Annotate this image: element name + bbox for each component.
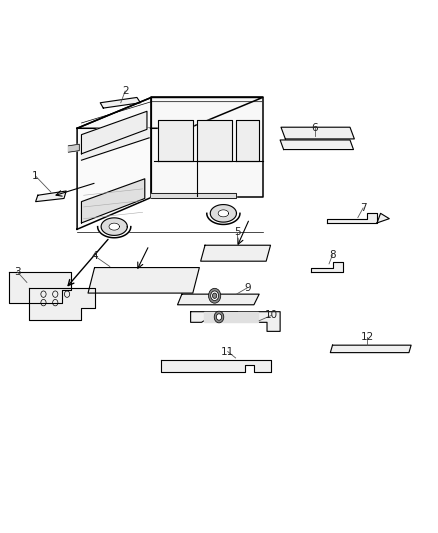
Polygon shape (29, 288, 95, 320)
Polygon shape (207, 213, 240, 224)
Polygon shape (218, 210, 229, 217)
Polygon shape (100, 98, 141, 108)
Text: 6: 6 (312, 123, 318, 133)
Polygon shape (68, 144, 79, 152)
Polygon shape (81, 111, 147, 154)
Text: 5: 5 (234, 227, 240, 237)
Text: 4: 4 (91, 251, 98, 261)
Polygon shape (280, 140, 353, 150)
Polygon shape (81, 128, 149, 160)
Text: 7: 7 (360, 203, 367, 213)
Text: 9: 9 (244, 283, 251, 293)
Polygon shape (88, 268, 199, 293)
Polygon shape (151, 193, 237, 198)
Polygon shape (311, 262, 343, 272)
Text: 12: 12 (361, 332, 374, 342)
Polygon shape (158, 120, 193, 161)
Text: 3: 3 (14, 267, 21, 277)
Polygon shape (98, 227, 131, 238)
Polygon shape (377, 213, 389, 223)
Polygon shape (109, 223, 120, 230)
Polygon shape (101, 218, 127, 236)
Polygon shape (35, 191, 66, 201)
Polygon shape (161, 360, 271, 372)
Text: 2: 2 (122, 86, 128, 96)
Circle shape (211, 291, 219, 301)
Polygon shape (77, 98, 263, 128)
Polygon shape (204, 312, 258, 322)
Polygon shape (191, 312, 280, 332)
Polygon shape (201, 245, 271, 261)
Polygon shape (330, 345, 411, 353)
Circle shape (216, 314, 222, 320)
Polygon shape (197, 120, 232, 161)
Text: 1: 1 (32, 171, 39, 181)
Polygon shape (237, 120, 259, 161)
Polygon shape (81, 179, 145, 223)
Text: 8: 8 (329, 250, 336, 260)
Circle shape (208, 288, 221, 303)
Circle shape (214, 311, 224, 323)
Text: 11: 11 (221, 346, 234, 357)
Polygon shape (177, 294, 259, 305)
Polygon shape (10, 272, 71, 303)
Polygon shape (281, 127, 354, 139)
Polygon shape (210, 205, 237, 222)
Polygon shape (77, 98, 151, 229)
Polygon shape (151, 98, 263, 197)
Circle shape (212, 293, 217, 298)
Text: 10: 10 (265, 310, 278, 320)
Polygon shape (327, 213, 377, 223)
